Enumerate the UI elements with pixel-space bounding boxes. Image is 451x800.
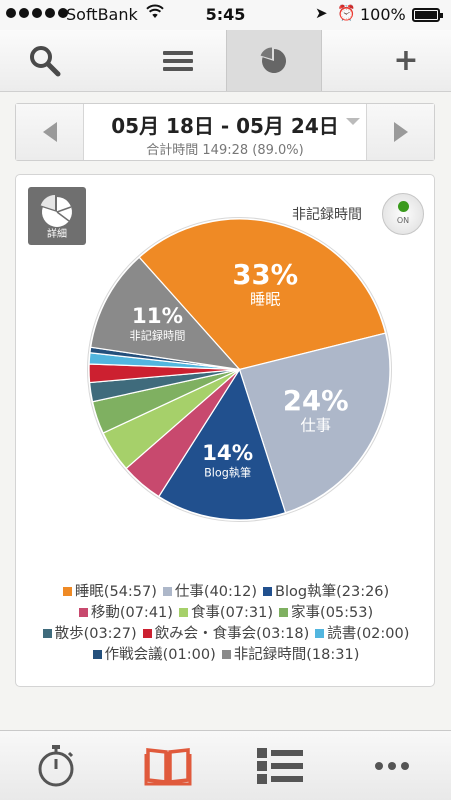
- legend-label: 飲み会・食事会(03:18): [154, 626, 310, 642]
- total-time: 合計時間 149:28 (89.0%): [146, 143, 304, 158]
- legend-label: 移動(07:41): [90, 605, 173, 621]
- wifi-icon: [146, 4, 164, 24]
- tab-timer[interactable]: [0, 731, 112, 800]
- toggle-state: ON: [396, 216, 410, 225]
- legend-swatch: [42, 629, 52, 638]
- legend-label: 仕事(40:12): [174, 584, 258, 600]
- tab-list[interactable]: [224, 731, 336, 800]
- legend-label: 非記録時間(18:31): [233, 647, 360, 663]
- tab-more[interactable]: [336, 731, 448, 800]
- search-button[interactable]: [0, 30, 90, 91]
- tab-book[interactable]: [112, 731, 224, 800]
- legend-label: 家事(05:53): [291, 605, 374, 621]
- carrier-name: SoftBank: [66, 5, 138, 24]
- battery-percent: 100%: [360, 5, 406, 24]
- legend-item: Blog執筆(23:26): [263, 582, 389, 603]
- chart-card: 詳細 非記録時間 ON 33% 睡眠 24% 仕事 14% Blog執筆 11% 非記録時間 …: [15, 174, 435, 687]
- chart-legend: 睡眠(54:57) 仕事(40:12) Blog執筆(23:26) 移動(07:41)…: [16, 582, 436, 666]
- legend-item: 作戦会議(01:00): [92, 645, 216, 666]
- legend-item: 非記録時間(18:31): [221, 645, 360, 666]
- bottom-tab-bar: [0, 730, 451, 800]
- legend-row: 睡眠(54:57) 仕事(40:12) Blog執筆(23:26): [16, 582, 436, 603]
- slice-percent-label: 24%: [283, 386, 349, 417]
- legend-swatch: [142, 629, 152, 638]
- date-range-selector: 05月 18日 - 05月 24日 合計時間 149:28 (89.0%): [15, 103, 435, 161]
- location-icon: ➤: [315, 4, 328, 22]
- legend-row: 散歩(03:27) 飲み会・食事会(03:18) 読書(02:00): [16, 624, 436, 645]
- legend-item: 読書(02:00): [315, 624, 409, 645]
- pie-slice[interactable]: [90, 256, 242, 371]
- pie-slice[interactable]: [238, 332, 391, 514]
- pie-slice[interactable]: [157, 368, 287, 521]
- slice-name-label: 非記録時間: [130, 328, 186, 342]
- pie-chart-icon: [40, 194, 72, 227]
- legend-swatch: [178, 608, 188, 617]
- legend-item: 食事(07:31): [178, 603, 274, 624]
- top-toolbar: +: [0, 30, 451, 92]
- triangle-right-icon: [393, 122, 408, 142]
- slice-percent-label: 14%: [202, 441, 253, 466]
- status-bar: SoftBank 5:45 ➤ ⏰ 100%: [0, 0, 451, 30]
- legend-item: 散歩(03:27): [42, 624, 137, 645]
- signal-strength-icon: [6, 8, 68, 18]
- pie-chart: 33%睡眠 24%仕事 14%Blog執筆 11%非記録時間: [87, 217, 392, 522]
- legend-swatch: [62, 587, 72, 596]
- status-indicator: [398, 201, 409, 212]
- detail-label: 詳細: [47, 229, 67, 240]
- legend-item: 移動(07:41): [78, 603, 173, 624]
- pie-slice[interactable]: [138, 218, 387, 371]
- more-icon: [375, 762, 409, 770]
- slice-percent-label: 33%: [232, 260, 298, 291]
- legend-label: Blog執筆(23:26): [275, 584, 390, 600]
- unrecorded-toggle-label: 非記録時間: [292, 207, 362, 223]
- legend-swatch: [263, 587, 273, 596]
- unrecorded-toggle[interactable]: ON: [382, 193, 424, 235]
- legend-row: 作戦会議(01:00) 非記録時間(18:31): [16, 645, 436, 666]
- legend-label: 作戦会議(01:00): [104, 647, 216, 663]
- chevron-down-icon[interactable]: [346, 118, 360, 125]
- legend-label: 睡眠(54:57): [74, 584, 157, 600]
- legend-item: 睡眠(54:57): [62, 582, 157, 603]
- legend-item: 家事(05:53): [279, 603, 373, 624]
- hamburger-icon: [163, 50, 193, 71]
- legend-item: 飲み会・食事会(03:18): [142, 624, 310, 645]
- legend-swatch: [279, 608, 289, 617]
- slice-name-label: 仕事: [301, 416, 332, 434]
- legend-item: 仕事(40:12): [162, 582, 258, 603]
- legend-label: 読書(02:00): [327, 626, 410, 642]
- slice-name-label: Blog執筆: [204, 465, 251, 479]
- legend-swatch: [315, 629, 325, 638]
- date-range-label[interactable]: 05月 18日 - 05月 24日: [111, 114, 339, 138]
- legend-swatch: [162, 587, 172, 596]
- legend-label: 散歩(03:27): [54, 626, 137, 642]
- previous-week-button[interactable]: [16, 104, 84, 160]
- search-icon: [30, 45, 61, 76]
- add-button[interactable]: +: [393, 43, 419, 78]
- legend-swatch: [221, 650, 231, 659]
- legend-label: 食事(07:31): [190, 605, 274, 621]
- triangle-left-icon: [42, 122, 57, 142]
- battery-icon: [412, 8, 443, 22]
- stopwatch-icon: [38, 745, 74, 787]
- legend-swatch: [78, 608, 88, 617]
- list-icon: [257, 748, 303, 784]
- pie-chart-icon: [260, 46, 287, 73]
- menu-button[interactable]: [130, 30, 226, 91]
- book-icon: [144, 748, 192, 786]
- next-week-button[interactable]: [366, 104, 434, 160]
- slice-name-label: 睡眠: [250, 290, 281, 308]
- chart-view-button[interactable]: [226, 30, 322, 91]
- legend-row: 移動(07:41) 食事(07:31) 家事(05:53): [16, 603, 436, 624]
- alarm-icon: ⏰: [337, 4, 356, 22]
- detail-button[interactable]: 詳細: [28, 187, 86, 245]
- clock: 5:45: [205, 5, 246, 24]
- slice-percent-label: 11%: [132, 304, 183, 329]
- legend-swatch: [92, 650, 102, 659]
